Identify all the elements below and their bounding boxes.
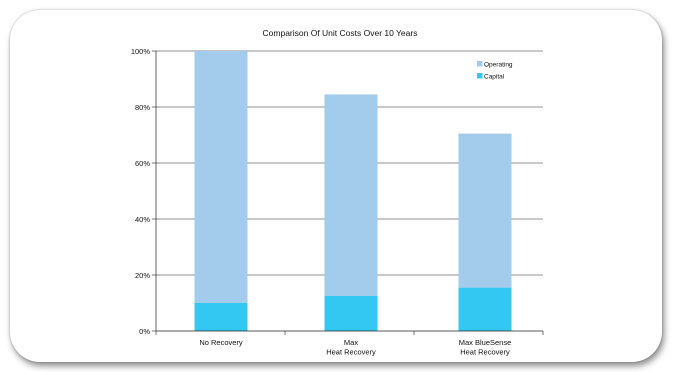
y-axis-tick-labels: 0% 20% 40% 60% 80% 100%: [131, 47, 151, 336]
legend-label-capital: Capital: [484, 74, 505, 81]
legend-swatch-capital: [477, 73, 483, 79]
y-tick-label: 40%: [135, 215, 150, 224]
chart-title: Comparison Of Unit Costs Over 10 Years: [263, 28, 418, 38]
y-tick-label: 60%: [135, 159, 150, 168]
x-tick-label: Max Heat Recovery: [326, 338, 376, 357]
bar-operating: [458, 133, 512, 288]
bar-capital: [194, 303, 248, 331]
x-tick-label: Max BlueSense Heat Recovery: [459, 338, 512, 357]
y-tick-label: 20%: [135, 271, 150, 280]
legend-swatch-operating: [477, 61, 483, 67]
y-tick-label: 0%: [139, 327, 150, 336]
bars: [194, 51, 512, 331]
bar-operating: [194, 51, 248, 303]
y-tick-label: 100%: [131, 47, 151, 56]
y-tick-label: 80%: [135, 103, 150, 112]
x-axis-tick-labels: No Recovery Max Heat Recovery Max BlueSense…: [199, 338, 511, 357]
bar-capital: [324, 296, 378, 331]
legend: Operating Capital: [477, 61, 513, 81]
bar-capital: [458, 287, 512, 331]
x-tick-label: No Recovery: [199, 338, 243, 347]
bar-operating: [324, 94, 378, 297]
axes: [155, 51, 544, 335]
legend-label-operating: Operating: [484, 62, 513, 69]
